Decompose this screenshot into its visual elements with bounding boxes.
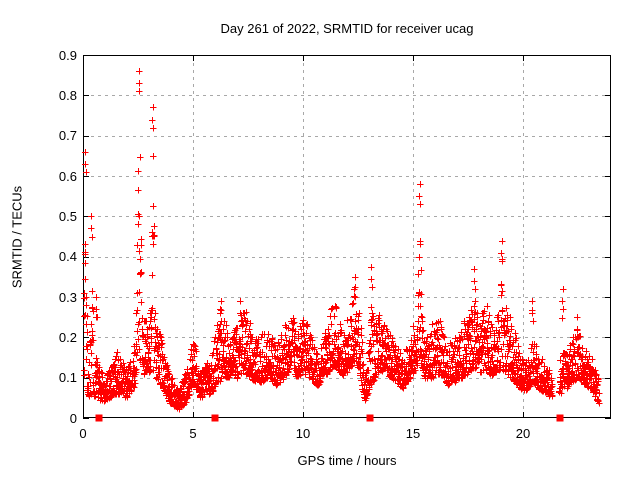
chart-title: Day 261 of 2022, SRMTID for receiver uca… bbox=[220, 21, 474, 36]
event-flag-square bbox=[366, 414, 374, 422]
y-tick-label-0.3: 0.3 bbox=[58, 289, 77, 305]
plot-border bbox=[83, 55, 611, 418]
scatter-plus-markers bbox=[81, 68, 603, 413]
y-tick-label-0.9: 0.9 bbox=[58, 47, 77, 63]
y-tick-label-0: 0 bbox=[69, 410, 77, 426]
y-tick-label-0.4: 0.4 bbox=[58, 249, 77, 265]
x-axis-label: GPS time / hours bbox=[297, 453, 397, 468]
y-tick-label-0.7: 0.7 bbox=[58, 128, 77, 144]
y-tick-label-0.8: 0.8 bbox=[58, 87, 77, 103]
event-flag-square bbox=[95, 414, 103, 422]
y-tick-label-0.2: 0.2 bbox=[58, 329, 77, 345]
x-tick-label-20: 20 bbox=[515, 426, 531, 441]
event-flag-square bbox=[556, 414, 564, 422]
y-tick-label-0.6: 0.6 bbox=[58, 168, 77, 184]
x-tick-label-0: 0 bbox=[79, 426, 87, 441]
y-tick-label-0.1: 0.1 bbox=[58, 370, 77, 386]
event-flag-square bbox=[211, 414, 219, 422]
x-tick-label-5: 5 bbox=[189, 426, 197, 441]
x-tick-label-15: 15 bbox=[405, 426, 421, 441]
x-tick-label-10: 10 bbox=[295, 426, 311, 441]
y-tick-label-0.5: 0.5 bbox=[58, 208, 77, 224]
